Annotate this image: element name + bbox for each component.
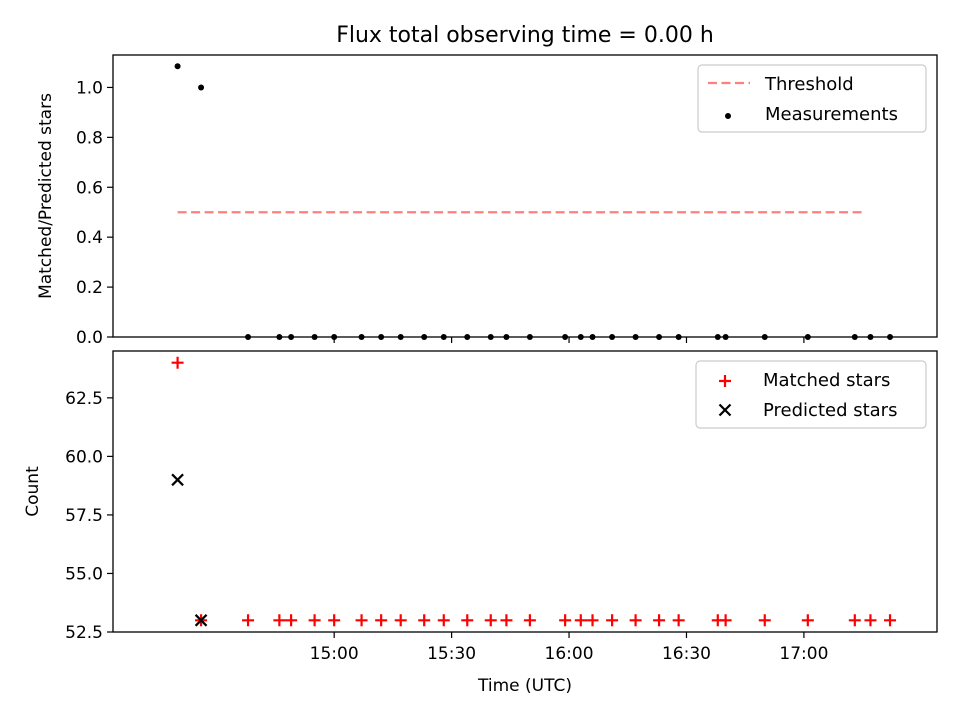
bottom-y-tick-label: 57.5 <box>65 506 103 526</box>
legend-matched-swatch <box>719 375 731 387</box>
top-y-tick-label: 0.4 <box>76 228 103 248</box>
bottom-legend: Matched stars Predicted stars <box>695 360 927 429</box>
measurement-point <box>198 84 205 91</box>
matched-star-marker <box>273 614 286 627</box>
matched-star-marker <box>328 614 341 627</box>
matched-star-marker <box>719 614 732 627</box>
legend-predicted-swatch <box>718 403 732 417</box>
matched-star-marker <box>285 614 298 627</box>
matched-star-marker <box>375 614 388 627</box>
matched-star-marker <box>355 614 368 627</box>
matched-star-marker <box>586 614 599 627</box>
predicted-star-marker <box>171 473 184 487</box>
bottom-x-tick-label: 15:30 <box>427 644 476 664</box>
matched-star-marker <box>484 614 497 627</box>
matched-star-marker <box>758 614 771 627</box>
matched-star-marker <box>171 356 184 369</box>
bottom-y-tick-label: 60.0 <box>65 447 103 467</box>
legend-measurements-label: Measurements <box>765 104 898 125</box>
matched-star-marker <box>864 614 877 627</box>
bottom-x-tick-label: 16:30 <box>662 644 711 664</box>
bottom-legend-box <box>695 360 927 429</box>
matched-star-marker <box>308 614 321 627</box>
bottom-y-axis-label: Count <box>23 466 43 517</box>
top-y-tick-label: 0.6 <box>76 178 103 198</box>
top-plot-frame <box>112 54 938 338</box>
matched-star-marker <box>418 614 431 627</box>
top-legend-box <box>697 64 927 133</box>
matched-star-marker <box>500 614 513 627</box>
matched-star-marker <box>884 614 897 627</box>
matched-star-marker <box>394 614 407 627</box>
matched-star-marker <box>437 614 450 627</box>
bottom-y-tick-label: 55.0 <box>65 564 103 584</box>
top-y-tick-label: 0.8 <box>76 128 103 148</box>
x-axis-label: Time (UTC) <box>477 676 572 696</box>
legend-measurements-swatch <box>725 113 731 119</box>
top-y-tick-label: 0.0 <box>76 328 103 348</box>
matched-star-marker <box>606 614 619 627</box>
matched-star-marker <box>653 614 666 627</box>
bottom-panel: 52.5 55.0 57.5 60.0 62.5 15:00 15:30 16:00 16:30… <box>65 350 938 664</box>
matched-star-marker <box>801 614 814 627</box>
top-panel: 0.0 0.2 0.4 0.6 0.8 1.0 Threshold Measurements <box>76 54 938 348</box>
top-y-tick-label: 0.2 <box>76 278 103 298</box>
measurement-point <box>174 63 181 70</box>
top-y-axis-label: Matched/Predicted stars <box>36 93 56 299</box>
bottom-x-tick-label: 16:00 <box>545 644 594 664</box>
legend-matched-label: Matched stars <box>763 370 890 391</box>
matched-star-marker <box>574 614 587 627</box>
matched-star-marker <box>461 614 474 627</box>
bottom-x-tick-label: 15:00 <box>310 644 359 664</box>
matched-star-marker <box>559 614 572 627</box>
bottom-x-tick-label: 17:00 <box>779 644 828 664</box>
bottom-y-tick-label: 52.5 <box>65 623 103 643</box>
top-y-tick-label: 1.0 <box>76 78 103 98</box>
matched-star-marker <box>242 614 255 627</box>
top-legend: Threshold Measurements <box>697 64 927 133</box>
matched-star-marker <box>672 614 685 627</box>
matched-star-marker <box>848 614 861 627</box>
legend-threshold-label: Threshold <box>764 74 854 95</box>
legend-predicted-label: Predicted stars <box>763 400 897 421</box>
matched-star-marker <box>523 614 536 627</box>
bottom-y-tick-label: 62.5 <box>65 389 103 409</box>
bottom-plot-frame <box>112 350 938 633</box>
matched-star-marker <box>629 614 642 627</box>
predicted-star-marker <box>194 614 208 627</box>
chart-title: Flux total observing time = 0.00 h <box>336 23 714 48</box>
